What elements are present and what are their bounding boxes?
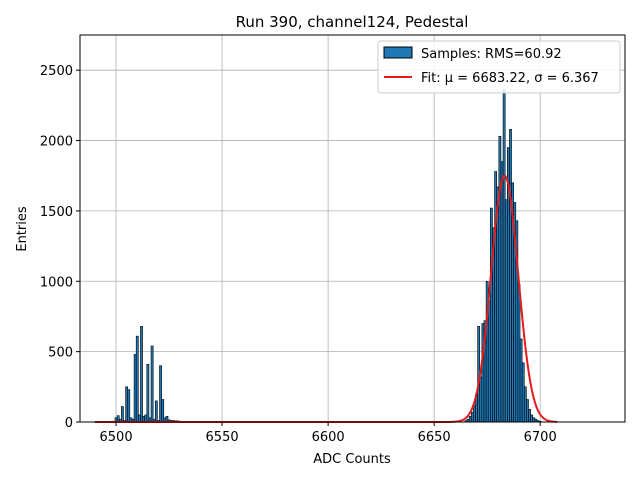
histogram-bar — [496, 186, 500, 423]
histogram-bar — [530, 414, 534, 423]
histogram-bar — [121, 406, 124, 423]
histogram-bar — [502, 89, 506, 423]
histogram-bar — [146, 364, 150, 423]
histogram-bar — [159, 365, 162, 423]
histogram-bar — [144, 414, 148, 423]
histogram-bar — [504, 199, 508, 423]
histogram-bar — [468, 416, 472, 423]
histogram-bar — [154, 400, 158, 423]
histogram-bar — [133, 354, 137, 423]
histogram-bar — [140, 326, 143, 423]
y-tick-label: 1000 — [40, 275, 73, 290]
x-tick-label: 6600 — [312, 430, 345, 445]
chart-title: Run 390, channel124, Pedestal — [236, 13, 469, 31]
y-tick-label: 500 — [48, 346, 73, 361]
x-tick-label: 6650 — [418, 430, 451, 445]
plot-frame — [79, 34, 626, 423]
histogram-bar — [523, 386, 527, 423]
histogram-bar — [498, 136, 502, 423]
histogram-bar — [135, 335, 139, 423]
histogram-bar — [519, 338, 523, 423]
legend-bar-swatch — [383, 46, 413, 59]
x-tick-label: 6700 — [524, 430, 557, 445]
histogram-bar — [500, 161, 504, 423]
x-axis-label: ADC Counts — [313, 452, 391, 467]
histogram-bar — [528, 409, 531, 423]
histogram-bar — [490, 207, 493, 423]
x-tick-label: 6500 — [100, 430, 133, 445]
histogram-bar — [127, 389, 131, 423]
histogram-bar — [470, 411, 474, 423]
histogram-bars — [114, 89, 542, 423]
histogram-bar — [509, 128, 512, 423]
y-tick-label: 1500 — [40, 205, 73, 220]
y-axis-label: Entries — [15, 206, 30, 252]
y-axis-ticks: 0 500 1000 1500 2000 2500 — [40, 64, 80, 431]
histogram-bar — [479, 376, 483, 423]
histogram-bar — [481, 323, 485, 423]
histogram-bar — [521, 362, 525, 423]
x-axis-ticks: 6500 6550 6600 6650 6700 — [100, 422, 557, 445]
histogram-bar — [526, 399, 529, 423]
legend-box — [377, 40, 621, 94]
histogram-bar — [138, 414, 141, 423]
y-tick-label: 0 — [65, 416, 73, 431]
legend-samples-label: Samples: RMS=60.92 — [421, 47, 562, 62]
histogram-bar — [161, 399, 165, 423]
legend-fit-label: Fit: μ = 6683.22, σ = 6.367 — [421, 71, 599, 86]
legend: Samples: RMS=60.92 Fit: μ = 6683.22, σ =… — [377, 40, 621, 94]
x-tick-label: 6550 — [206, 430, 239, 445]
histogram-bar — [517, 283, 521, 423]
y-tick-label: 2000 — [40, 135, 73, 150]
histogram-bar — [487, 300, 491, 423]
y-tick-label: 2500 — [40, 64, 73, 79]
histogram-bar — [532, 417, 536, 423]
histogram-bar — [473, 404, 476, 423]
histogram-bar — [125, 386, 129, 423]
histogram-bar — [150, 345, 154, 423]
